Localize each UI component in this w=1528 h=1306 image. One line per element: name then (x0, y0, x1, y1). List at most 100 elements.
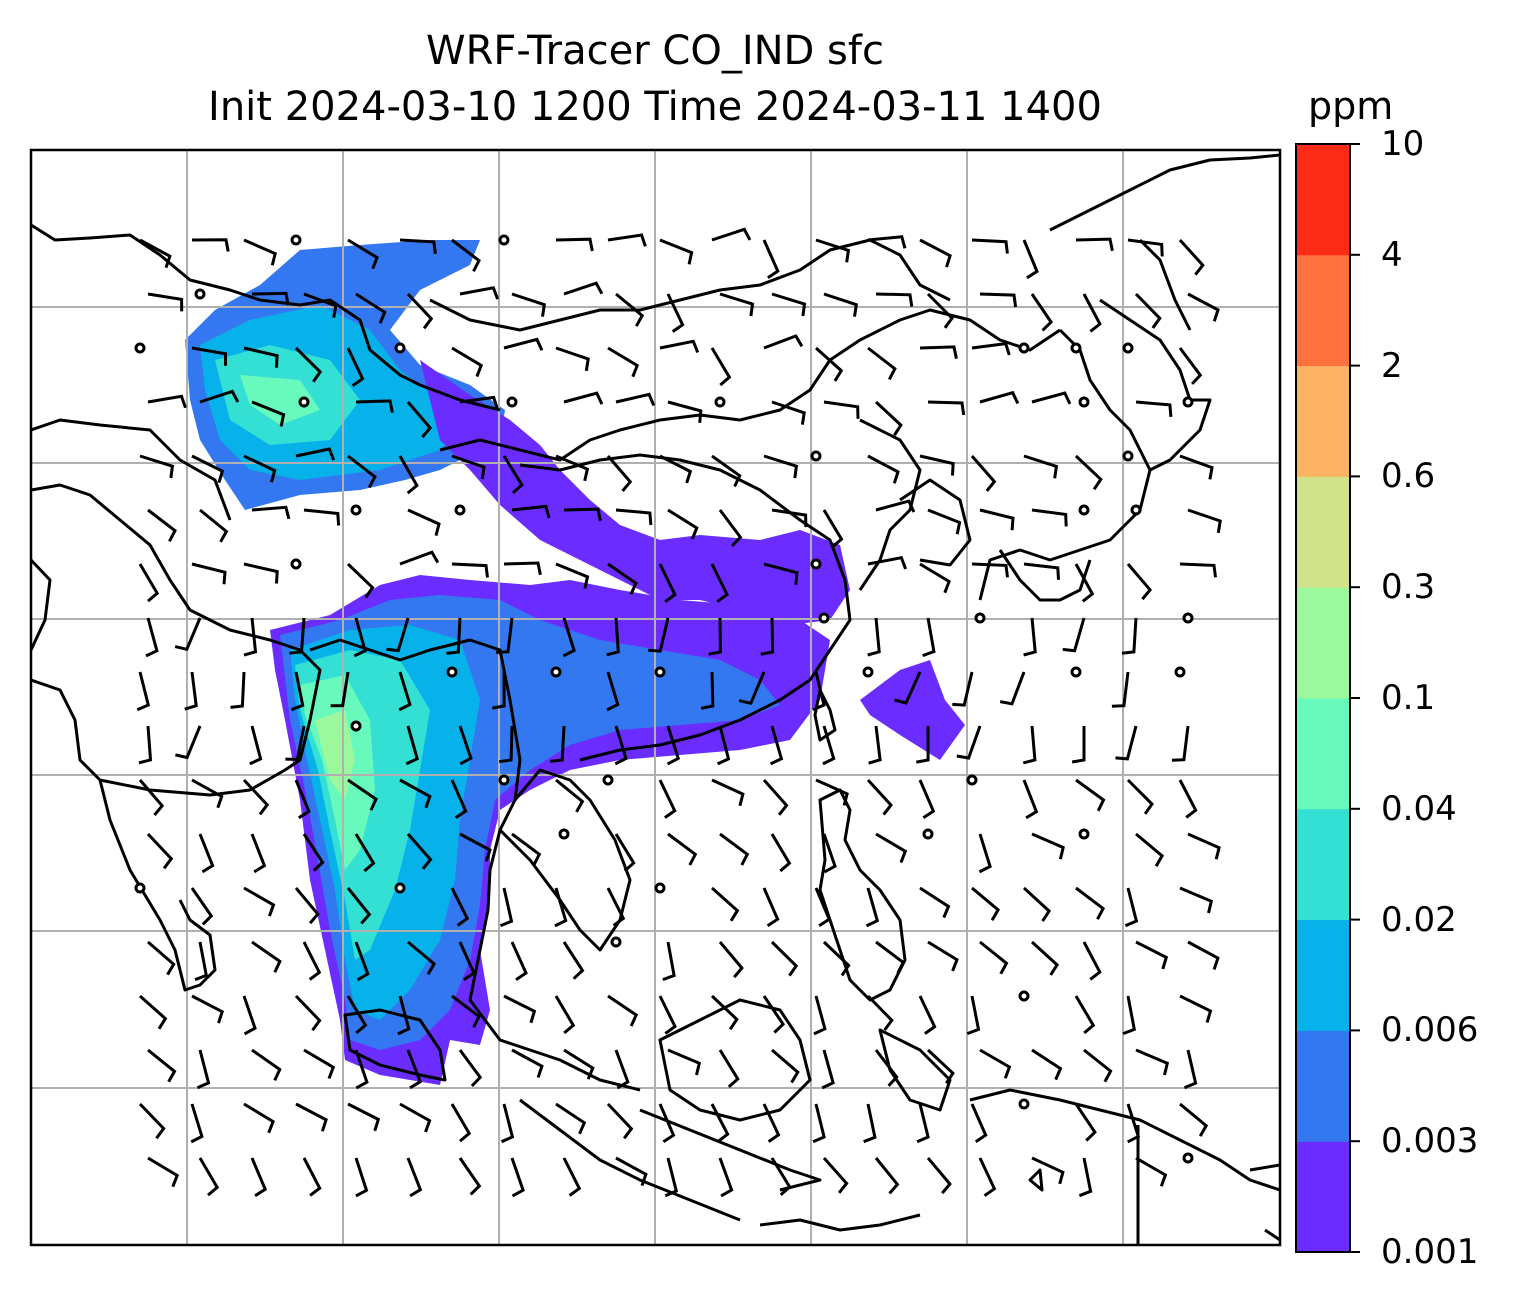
wind-barb (303, 292, 338, 318)
wind-barb (147, 292, 184, 312)
wind-barb (243, 886, 276, 917)
wind-barb (927, 508, 962, 535)
wind-barb (502, 455, 524, 495)
wind-barb (658, 563, 677, 603)
colorbar-tick-label: 4 (1381, 234, 1403, 275)
wind-barb (868, 725, 882, 765)
wind-barb (822, 509, 844, 549)
wind-barb (450, 1103, 472, 1143)
wind-barb (249, 725, 263, 766)
wind-barb (563, 1048, 595, 1080)
calm-wind-circle (290, 558, 302, 570)
calm-wind-circle (974, 612, 986, 624)
wind-barb (658, 779, 677, 819)
wind-barb (771, 1048, 800, 1084)
wind-barb (718, 1049, 740, 1089)
colorbar-tick-label: 0.3 (1381, 567, 1436, 608)
wind-barb (1022, 725, 1037, 765)
wind-barb (922, 617, 936, 658)
calm-wind-circle (714, 396, 726, 408)
wind-barb (386, 617, 410, 653)
wind-barb (1135, 400, 1173, 418)
wind-barb (198, 833, 215, 874)
wind-barb (1122, 995, 1137, 1036)
wind-barb (194, 941, 209, 982)
colorbar-tick-label: 10 (1381, 124, 1425, 164)
wind-barb (303, 508, 341, 526)
wind-barb (659, 238, 694, 265)
wind-barb (147, 1156, 180, 1188)
colorbar-tick-label: 0.1 (1381, 678, 1436, 718)
wind-barb (666, 725, 681, 766)
wind-barb (562, 941, 585, 980)
wind-barb (614, 725, 628, 766)
wind-barb (1134, 292, 1162, 329)
wind-barb (243, 346, 279, 368)
colorbar-tick-label: 0.6 (1381, 456, 1436, 497)
wind-barb (511, 832, 542, 866)
calm-wind-circle (1070, 342, 1082, 354)
wind-barb (978, 833, 992, 874)
wind-barb (347, 238, 379, 270)
wind-barb (1074, 995, 1096, 1035)
wind-barb (355, 292, 387, 324)
wind-barb (763, 454, 799, 479)
calm-wind-circle (550, 666, 562, 678)
calm-wind-circle (194, 288, 206, 300)
wind-barb (243, 238, 277, 266)
wind-barb (615, 508, 653, 526)
calm-wind-circle (1182, 1152, 1194, 1164)
colorbar-segment (1296, 587, 1350, 699)
wind-barb (554, 995, 576, 1035)
wind-barb (867, 555, 908, 570)
wind-barb (302, 833, 325, 872)
wind-barb (1111, 671, 1130, 708)
wind-barb (353, 617, 367, 658)
calm-wind-circle (1174, 666, 1186, 678)
wind-barb (719, 832, 750, 866)
wind-barb (874, 1157, 900, 1195)
wind-barb (867, 346, 897, 381)
wind-barb (866, 778, 893, 816)
wind-barb (1178, 779, 1198, 819)
wind-barb (511, 292, 546, 317)
wind-barb (555, 237, 594, 252)
wind-barb (719, 292, 755, 317)
wind-barb (1071, 726, 1086, 764)
wind-barb (191, 778, 224, 809)
calm-wind-circle (610, 936, 622, 948)
wind-barb (711, 454, 742, 488)
gridlines (31, 150, 1280, 1245)
calm-wind-circle (350, 720, 362, 732)
calm-wind-circle (134, 342, 146, 354)
wind-barb (243, 1102, 275, 1134)
wind-barb (398, 671, 412, 712)
wind-barb (1121, 617, 1138, 655)
wind-barb (555, 562, 590, 589)
colorbar-segment (1296, 808, 1350, 921)
wind-barb (550, 725, 566, 763)
wind-barb (354, 1049, 369, 1090)
wind-barb (1074, 563, 1095, 603)
wind-barb (1135, 1156, 1168, 1187)
wind-barb (1126, 1103, 1141, 1144)
wind-barb (666, 293, 685, 333)
wind-barb (190, 1103, 204, 1144)
wind-barb (458, 725, 473, 766)
calm-wind-circle (1018, 342, 1030, 354)
calm-wind-circle (1018, 1098, 1030, 1110)
wind-barb (1031, 508, 1068, 527)
wind-barb (770, 1157, 792, 1197)
wind-barb (294, 887, 320, 925)
wind-barb (510, 1157, 525, 1198)
wind-barb (1127, 238, 1164, 257)
wind-barb (919, 562, 951, 594)
wind-barb (399, 550, 440, 566)
wind-barb (1178, 238, 1205, 276)
wind-barb (738, 671, 766, 706)
wind-barb (397, 995, 411, 1036)
wind-barb (606, 617, 620, 657)
wind-barb (554, 887, 568, 928)
wind-barb (138, 725, 153, 765)
wind-barb (1179, 1102, 1209, 1137)
